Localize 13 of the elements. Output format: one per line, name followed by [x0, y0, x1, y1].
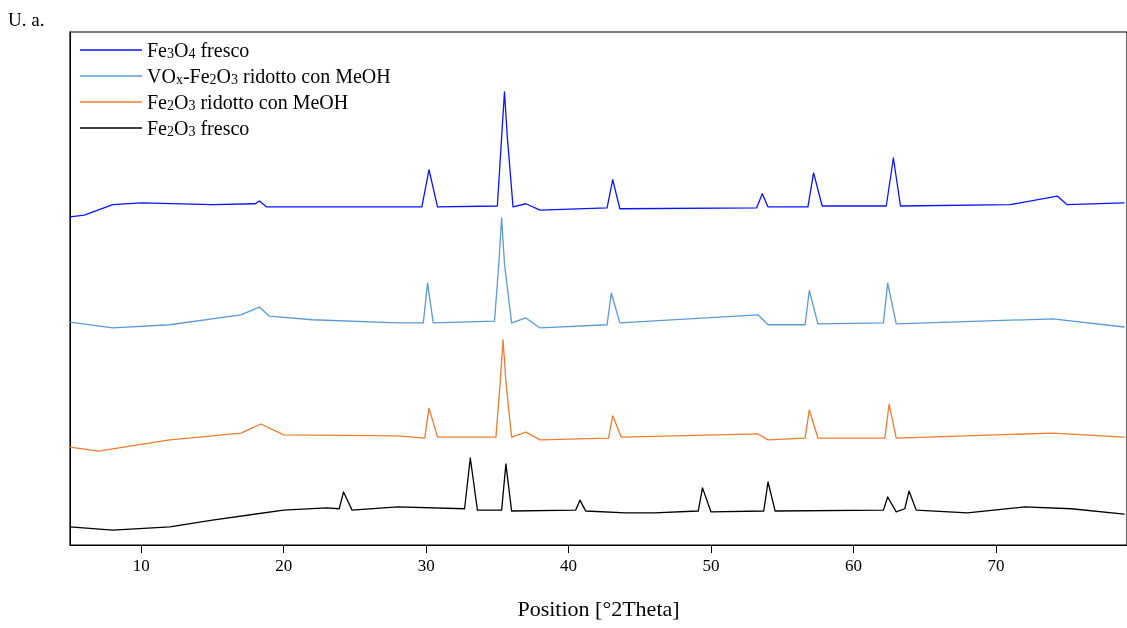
legend-label: Fe3O4 fresco — [147, 39, 250, 61]
x-tick-label: 30 — [417, 556, 435, 575]
x-tick-label: 40 — [560, 556, 578, 575]
y-axis-title: U. a. — [8, 9, 45, 30]
x-tick-label: 70 — [987, 556, 1005, 575]
legend-label: Fe2O3 ridotto con MeOH — [147, 91, 349, 113]
legend-label: VOx-Fe2O3 ridotto con MeOH — [147, 65, 391, 87]
x-tick-label: 50 — [702, 556, 720, 575]
x-tick-label: 10 — [132, 556, 150, 575]
x-tick-label: 60 — [844, 556, 862, 575]
x-axis-title: Position [°2Theta] — [517, 595, 680, 621]
legend-label: Fe2O3 fresco — [147, 117, 250, 139]
x-tick-label: 20 — [275, 556, 293, 575]
